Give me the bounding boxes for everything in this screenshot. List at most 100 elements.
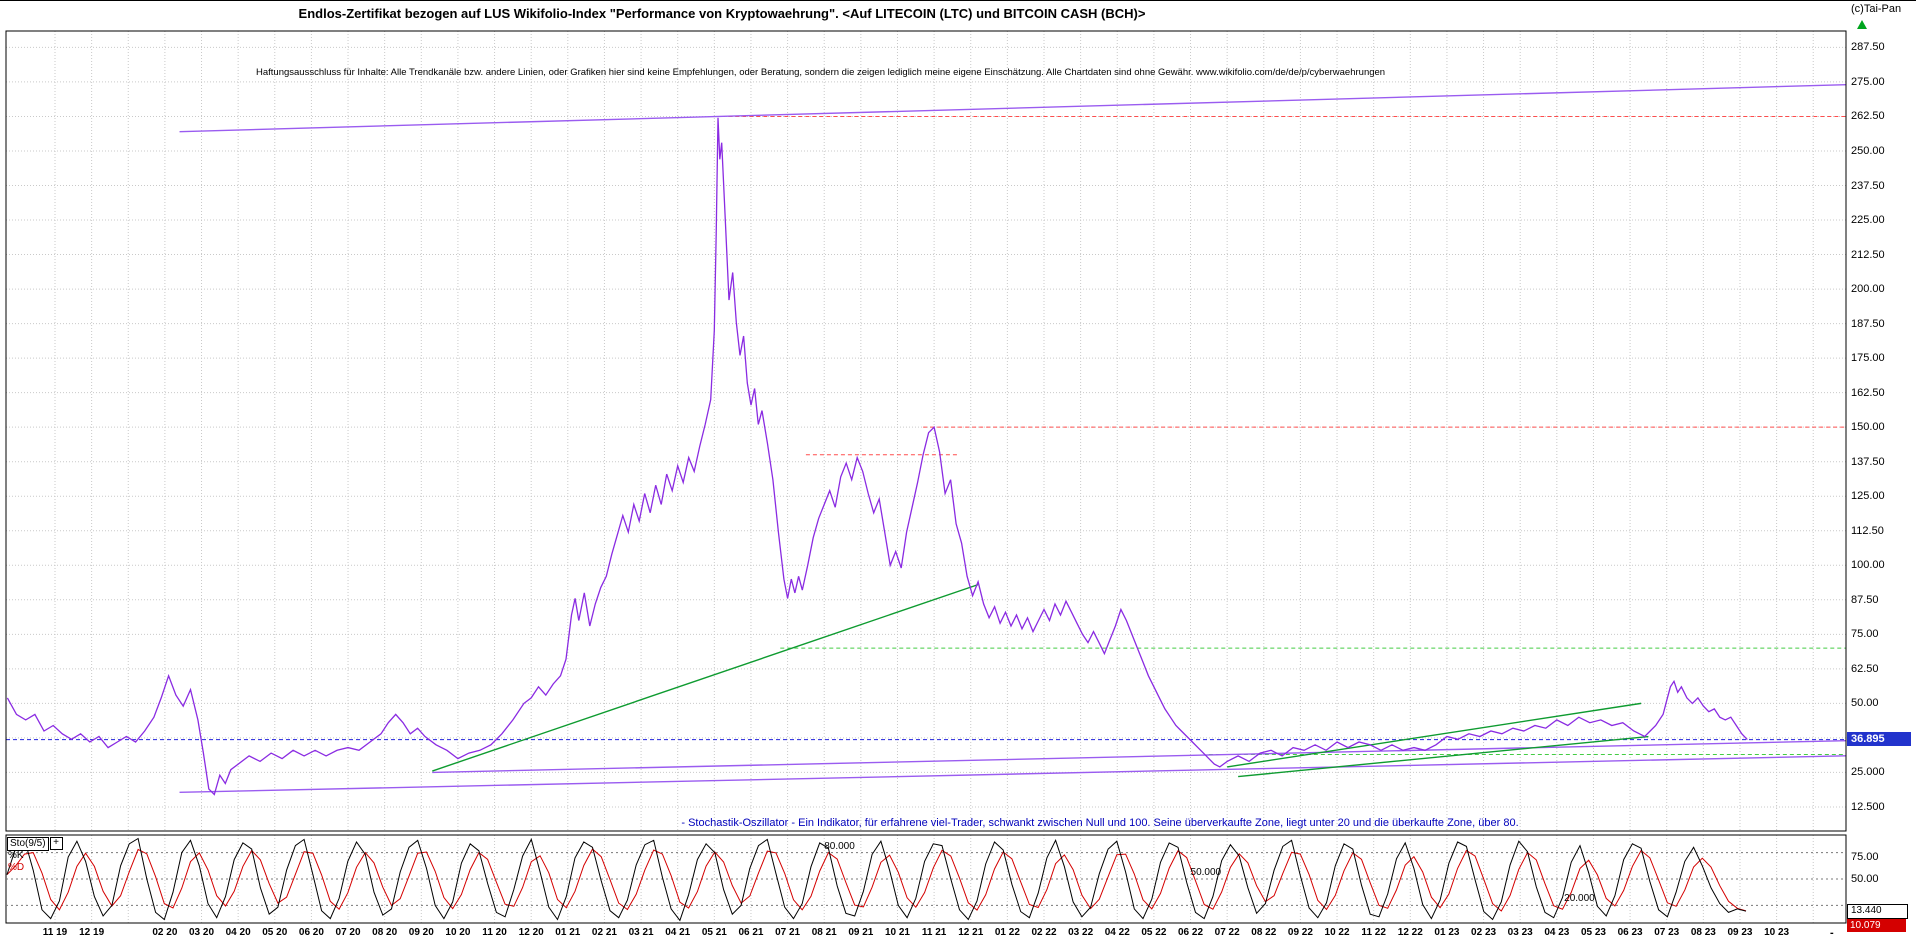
time-axis-label: 08 20 [372, 927, 398, 938]
time-axis-label: 04 23 [1544, 927, 1570, 938]
time-axis-label: 06 20 [298, 927, 324, 938]
price-axis-label: 287.50 [1851, 41, 1885, 54]
time-axis-label: 11 20 [482, 927, 507, 938]
time-axis-end-mark: - [1830, 927, 1834, 939]
price-axis-label: 87.50 [1851, 593, 1879, 606]
copyright-label: (c)Tai-Pan [1851, 3, 1902, 15]
time-axis-label: 06 23 [1617, 927, 1643, 938]
price-axis-label: 62.50 [1851, 662, 1879, 675]
time-axis-label: 01 22 [994, 927, 1020, 938]
sto-level-label: 20.000 [1564, 893, 1595, 905]
chart-title: Endlos-Zertifikat bezogen auf LUS Wikifo… [298, 6, 1146, 21]
time-axis-label: 02 20 [152, 927, 178, 938]
time-axis-label: 10 20 [445, 927, 471, 938]
time-axis-label: 05 21 [701, 927, 727, 938]
price-axis-label: 175.00 [1851, 352, 1885, 365]
uptrend-2022-2023-upper-trendline [1227, 702, 1642, 768]
lower-channel-2-trendline [432, 739, 1847, 774]
stochastic-note: - Stochastik-Oszillator - Ein Indikator,… [681, 817, 1519, 829]
time-axis-label: 03 21 [628, 927, 654, 938]
price-axis-label: 75.00 [1851, 628, 1879, 641]
time-axis-label: 08 22 [1251, 927, 1277, 938]
time-axis-label: 04 21 [665, 927, 691, 938]
lower-channel-1-trendline [179, 755, 1847, 794]
price-axis-label: 262.50 [1851, 110, 1885, 123]
time-axis-label: 11 21 [921, 927, 947, 938]
stochastic-k-line [6, 837, 1747, 922]
time-axis-label: 09 21 [848, 927, 874, 938]
time-axis-label: 05 23 [1580, 927, 1606, 938]
upper-channel-trendline [179, 83, 1847, 133]
k-value-badge: 13.440 [1847, 904, 1908, 919]
time-axis-label: 06 22 [1178, 927, 1204, 938]
price-axis-label: 162.50 [1851, 386, 1885, 399]
stochastic-legend: Sto(9/5) + [7, 837, 63, 851]
main-chart-frame [5, 30, 1847, 832]
green-up-arrow-icon [1857, 20, 1867, 29]
price-axis-label: 212.50 [1851, 248, 1885, 261]
time-axis-label: 02 21 [591, 927, 617, 938]
time-axis-label: 11 19 [42, 927, 68, 938]
last-price-badge: 36.895 [1847, 732, 1911, 746]
price-axis-label: 50.00 [1851, 697, 1879, 710]
stochastic-d-line [6, 848, 1747, 912]
time-axis-label: 08 21 [811, 927, 837, 938]
time-axis-label: 01 21 [555, 927, 581, 938]
time-axis-label: 10 21 [884, 927, 910, 938]
price-axis-label: 25.000 [1851, 766, 1885, 779]
uptrend-2020-2021-trendline [432, 583, 979, 772]
price-axis-label: 275.00 [1851, 75, 1885, 88]
time-axis-label: 04 20 [225, 927, 251, 938]
price-axis-label: 250.00 [1851, 144, 1885, 157]
price-axis-label: 100.00 [1851, 559, 1885, 572]
time-axis-label: 05 22 [1141, 927, 1167, 938]
d-line-label: %D [8, 862, 25, 873]
price-line [6, 117, 1748, 796]
time-axis-label: 12 22 [1397, 927, 1423, 938]
time-axis-label: 05 20 [262, 927, 288, 938]
d-value-badge: 10.079 [1847, 919, 1906, 932]
indicator-label[interactable]: Sto(9/5) [7, 837, 49, 851]
time-axis-label: 12 20 [518, 927, 544, 938]
uptrend-2022-2023-lower-trendline [1238, 735, 1649, 778]
time-axis-label: 03 23 [1507, 927, 1533, 938]
disclaimer-text: Haftungsausschluss für Inhalte: Alle Tre… [256, 67, 1386, 78]
price-axis-label: 150.00 [1851, 421, 1885, 434]
sto-level-label: 80.000 [824, 840, 855, 852]
time-axis-label: 02 23 [1471, 927, 1497, 938]
time-axis-label: 10 22 [1324, 927, 1350, 938]
time-axis-label: 03 20 [189, 927, 215, 938]
price-axis-label: 237.50 [1851, 179, 1885, 192]
indicator-expand-button[interactable]: + [49, 837, 63, 850]
price-axis-label: 125.00 [1851, 490, 1885, 503]
time-axis-label: 01 23 [1434, 927, 1460, 938]
time-axis-label: 04 22 [1104, 927, 1130, 938]
time-axis-label: 09 22 [1287, 927, 1313, 938]
price-axis-label: 12.500 [1851, 800, 1885, 813]
time-axis-label: 11 22 [1361, 927, 1386, 938]
price-axis-label: 112.50 [1851, 524, 1884, 537]
time-axis-label: 10 23 [1764, 927, 1790, 938]
time-axis-label: 08 23 [1690, 927, 1716, 938]
time-axis-label: 07 20 [335, 927, 361, 938]
time-axis-label: 12 19 [79, 927, 105, 938]
time-axis-label: 07 21 [775, 927, 801, 938]
price-axis-label: 137.50 [1851, 455, 1885, 468]
time-axis-label: 07 23 [1654, 927, 1680, 938]
time-axis-label: 02 22 [1031, 927, 1057, 938]
time-axis-label: 09 20 [408, 927, 434, 938]
price-axis-label: 187.50 [1851, 317, 1885, 330]
time-axis-label: 06 21 [738, 927, 764, 938]
time-axis-label: 12 21 [958, 927, 984, 938]
k-line-label: %K [8, 850, 24, 861]
time-axis-label: 07 22 [1214, 927, 1240, 938]
sto-axis-label: 75.00 [1851, 851, 1879, 863]
time-axis-label: 09 23 [1727, 927, 1753, 938]
price-axis-label: 200.00 [1851, 283, 1885, 296]
sto-axis-label: 50.00 [1851, 873, 1879, 885]
price-axis-label: 225.00 [1851, 214, 1885, 227]
time-axis-label: 03 22 [1068, 927, 1094, 938]
sto-level-label: 50.000 [1190, 867, 1222, 878]
